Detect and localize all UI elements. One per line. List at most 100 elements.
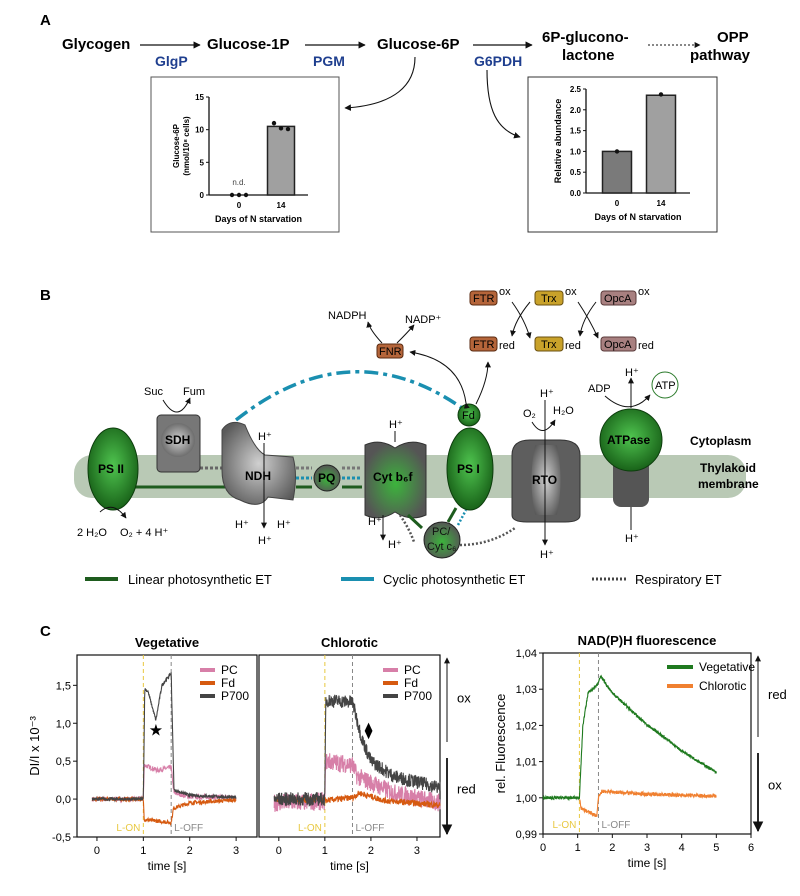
label-cyt-c6: Cyt c₆	[427, 541, 457, 553]
label-nadph: NADPH	[328, 310, 367, 322]
data-point	[243, 192, 249, 198]
label-cyt-proton-left: H⁺	[368, 516, 382, 528]
label-ftr-ox-state: ox	[499, 286, 511, 298]
y-tick-label: -0,5	[52, 832, 71, 844]
marker-label-l-on: L-ON	[298, 823, 322, 834]
legend-label-pc: PC	[404, 663, 421, 677]
legend-label-cyclic: Cyclic photosynthetic ET	[383, 572, 525, 587]
side-label-ox: ox	[768, 778, 782, 793]
pc-ps1-cyclic-arrow	[456, 509, 468, 526]
label-rto-h2o: H₂O	[553, 405, 574, 417]
trx-ftr-arrow	[510, 301, 531, 337]
label-pc: PC/	[432, 526, 451, 538]
node-glycogen: Glycogen	[62, 36, 130, 53]
legend-label-p700: P700	[404, 689, 432, 703]
label-opca-red-state: red	[638, 340, 654, 352]
y-tick-label: 2.5	[570, 85, 582, 94]
legend-label-fd: Fd	[221, 676, 235, 690]
enzyme-pgm: PGM	[313, 53, 345, 69]
chart-title: Vegetative	[135, 635, 199, 650]
y-tick-label: 1,0	[56, 718, 71, 730]
x-axis-label: Days of N starvation	[215, 214, 302, 224]
label-water: 2 H₂O	[77, 527, 107, 539]
x-tick-label: 6	[748, 842, 754, 854]
y-tick-label: 15	[195, 93, 204, 102]
label-ftr-red-state: red	[499, 340, 515, 352]
opca-red-box	[600, 336, 637, 352]
x-axis-label: time [s]	[148, 859, 187, 873]
legend-label-vegetative: Vegetative	[699, 660, 755, 674]
x-tick-label: 0	[276, 845, 282, 857]
nadph-fluorescence-chart: NAD(P)H fluorescence 0 1 2 3 4 5 6 time [s] 0,99 1…	[493, 633, 787, 870]
label-trx-red-state: red	[565, 340, 581, 352]
series-line-vegetative	[542, 674, 717, 802]
opca-ox-box	[600, 290, 637, 306]
enzyme-glgp: GlgP	[155, 53, 188, 69]
label-trx-red: Trx	[541, 339, 557, 351]
label-opca-ox: OpcA	[604, 293, 632, 305]
label-ftr-red: FTR	[473, 339, 494, 351]
bar-0	[601, 150, 633, 194]
label-ps1: PS I	[457, 462, 480, 476]
series-line-p700	[91, 672, 237, 803]
label-cytoplasm: Cytoplasm	[690, 434, 751, 448]
label-fnr: FNR	[379, 346, 402, 358]
trx-ox-box	[534, 290, 564, 306]
label-cytb6f: Cyt b₆f	[373, 470, 413, 484]
photosystem-2	[87, 427, 139, 511]
photosystem-1	[446, 427, 494, 511]
series-line-p700	[273, 694, 441, 808]
trx-red-box	[534, 336, 564, 352]
label-o2-protons: O₂ + 4 H⁺	[120, 527, 168, 539]
side-label-ox: ox	[457, 691, 471, 706]
y-tick-label: 1.5	[570, 127, 582, 136]
label-ndh-proton-left: H⁺	[235, 519, 249, 531]
pc-rto-resp-arrow	[459, 526, 516, 547]
y-tick-label: 0.0	[570, 189, 582, 198]
label-ftr-ox: FTR	[473, 293, 494, 305]
panel-label-a: A	[40, 12, 51, 29]
glucose-6p-bar-chart: 0 5 10 15 0 14 Days of N starvation n.d. Glucose…	[172, 93, 308, 224]
side-label-red: red	[457, 782, 476, 797]
data-point	[278, 126, 284, 131]
ftr-ox-box	[469, 290, 498, 306]
legend-label-pc: PC	[221, 663, 238, 677]
x-tick-label: 3	[233, 845, 239, 857]
y-tick-label: 0,5	[56, 756, 71, 768]
label-rto-proton-bottom: H⁺	[540, 549, 554, 561]
marker-label-l-on: L-ON	[552, 820, 576, 831]
node-opp-line1: OPP	[717, 29, 749, 46]
legend-label-chlorotic: Chlorotic	[699, 679, 746, 693]
label-trx-ox: Trx	[541, 293, 557, 305]
marker-label-l-off: L-OFF	[355, 823, 384, 834]
label-cyt-proton-top: H⁺	[389, 419, 403, 431]
cyt-pc-resp-arrow	[398, 514, 416, 543]
not-detected-label: n.d.	[232, 178, 245, 187]
arrow-to-lactone-chart	[486, 69, 521, 139]
series-line-chlorotic	[579, 788, 717, 818]
plastoquinone	[313, 464, 341, 492]
data-point	[229, 192, 235, 198]
ndh-complex	[221, 421, 296, 505]
series-line-fd	[91, 795, 237, 826]
x-tick-label: 0	[94, 845, 100, 857]
legend-label-respiratory: Respiratory ET	[635, 572, 722, 587]
label-thylakoid: Thylakoid	[700, 461, 756, 475]
y-tick-label: 0	[200, 191, 205, 200]
chart-title: NAD(P)H fluorescence	[578, 633, 717, 648]
plot-frame	[76, 654, 258, 838]
label-ndh: NDH	[245, 469, 271, 483]
label-ndh-proton-right: H⁺	[277, 519, 291, 531]
y-axis-label-line2: (nmol/10⁸ cells)	[182, 116, 191, 176]
plot-frame	[258, 654, 441, 838]
fnr-nadp-arrow	[396, 324, 415, 344]
ftr-trx-arrow	[511, 301, 532, 339]
x-tick-label: 0	[615, 199, 620, 208]
y-tick-label: 1,01	[516, 757, 537, 769]
label-ps2: PS II	[98, 462, 124, 476]
legend-label-linear: Linear photosynthetic ET	[128, 572, 272, 587]
x-axis-label: time [s]	[628, 856, 667, 870]
label-atpase-proton-bottom: H⁺	[625, 533, 639, 545]
label-trx-ox-state: ox	[565, 286, 577, 298]
